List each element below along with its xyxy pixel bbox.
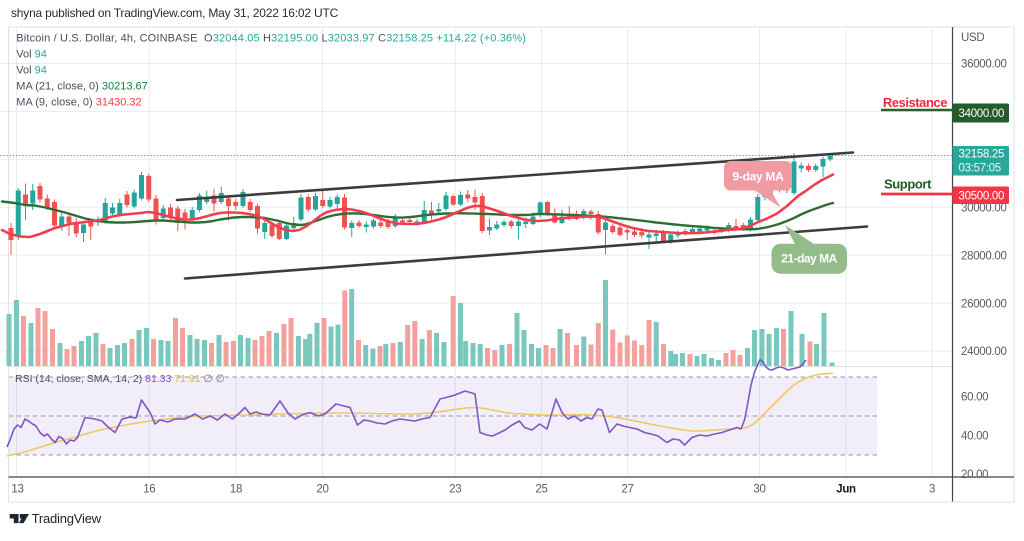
svg-text:24000.00: 24000.00: [961, 346, 1007, 358]
svg-text:36000.00: 36000.00: [961, 59, 1007, 71]
svg-text:40.00: 40.00: [961, 430, 988, 442]
svg-text:16: 16: [143, 484, 155, 496]
svg-text:20.00: 20.00: [961, 469, 988, 481]
svg-text:23: 23: [449, 484, 461, 496]
svg-text:TradingView: TradingView: [32, 511, 102, 526]
svg-text:03:57:05: 03:57:05: [959, 163, 1001, 175]
svg-text:RSI (14, close, SMA, 14, 2) 81: RSI (14, close, SMA, 14, 2) 81.33 71.91 …: [15, 373, 225, 385]
svg-text:Vol 94: Vol 94: [16, 49, 47, 61]
svg-text:21-day MA: 21-day MA: [781, 251, 837, 265]
svg-text:30000.00: 30000.00: [961, 202, 1007, 214]
svg-text:26000.00: 26000.00: [961, 298, 1007, 310]
svg-text:30500.00: 30500.00: [959, 190, 1005, 202]
svg-text:28000.00: 28000.00: [961, 250, 1007, 262]
svg-text:MA (9, close, 0) 31430.32: MA (9, close, 0) 31430.32: [16, 97, 141, 109]
svg-text:Vol 94: Vol 94: [16, 65, 47, 77]
svg-text:MA (21, close, 0) 30213.67: MA (21, close, 0) 30213.67: [16, 81, 147, 93]
svg-text:25: 25: [535, 484, 547, 496]
svg-text:20: 20: [316, 484, 328, 496]
svg-text:Resistance: Resistance: [883, 95, 947, 110]
svg-text:USD: USD: [961, 32, 984, 44]
svg-text:30: 30: [753, 484, 765, 496]
svg-text:Support: Support: [884, 177, 932, 192]
svg-text:3: 3: [929, 484, 935, 496]
svg-text:60.00: 60.00: [961, 392, 988, 404]
svg-text:18: 18: [230, 484, 242, 496]
svg-text:13: 13: [11, 484, 23, 496]
svg-text:shyna published on TradingView: shyna published on TradingView.com, May …: [11, 6, 339, 20]
svg-text:Bitcoin / U.S. Dollar, 4h, COI: Bitcoin / U.S. Dollar, 4h, COINBASE O320…: [16, 33, 526, 45]
svg-text:9-day MA: 9-day MA: [733, 169, 785, 183]
svg-text:32158.25: 32158.25: [959, 149, 1005, 161]
svg-text:34000.00: 34000.00: [959, 108, 1005, 120]
svg-text:27: 27: [621, 484, 633, 496]
svg-text:Jun: Jun: [836, 484, 856, 496]
